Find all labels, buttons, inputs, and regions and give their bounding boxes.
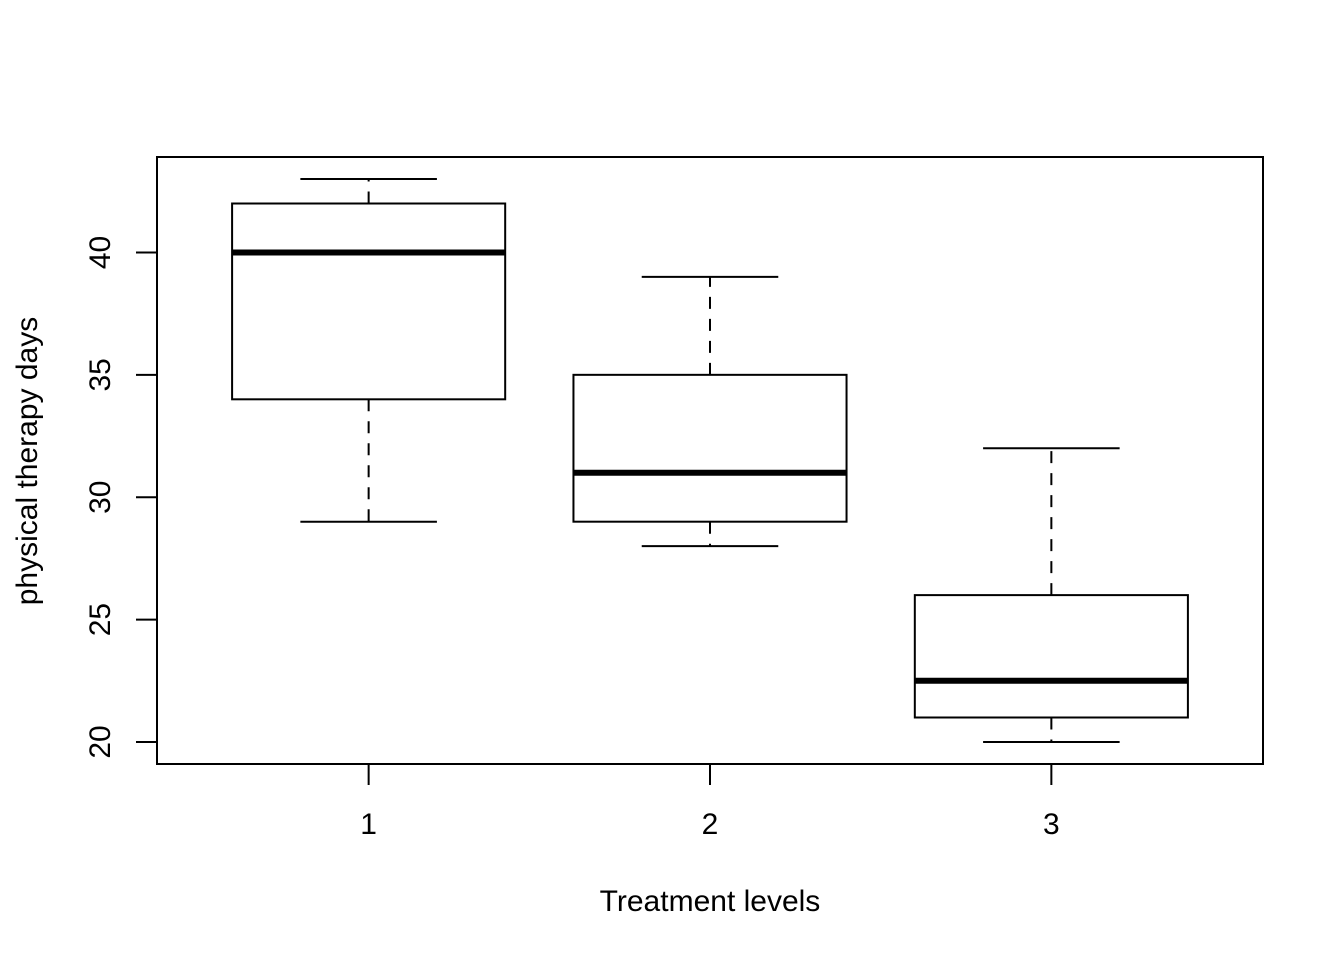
y-tick-label: 20	[84, 725, 117, 758]
y-tick-label: 40	[84, 236, 117, 269]
x-tick-label: 3	[1043, 808, 1060, 841]
x-tick-label: 1	[360, 808, 377, 841]
x-axis-label: Treatment levels	[600, 885, 821, 918]
iqr-box	[913, 594, 1189, 719]
y-axis: 20 25 30 35 40	[84, 236, 157, 759]
box-group-2	[572, 275, 848, 548]
y-axis-label: physical therapy days	[11, 317, 44, 606]
iqr-box	[572, 373, 848, 523]
y-tick-label: 30	[84, 481, 117, 514]
y-tick-label: 35	[84, 358, 117, 391]
box-group-1	[231, 178, 507, 523]
boxes-layer	[231, 178, 1189, 743]
x-tick-label: 2	[702, 808, 719, 841]
x-axis: 1 2 3	[360, 764, 1060, 841]
box-group-3	[913, 447, 1189, 743]
y-tick-label: 25	[84, 603, 117, 636]
iqr-box	[231, 202, 507, 401]
